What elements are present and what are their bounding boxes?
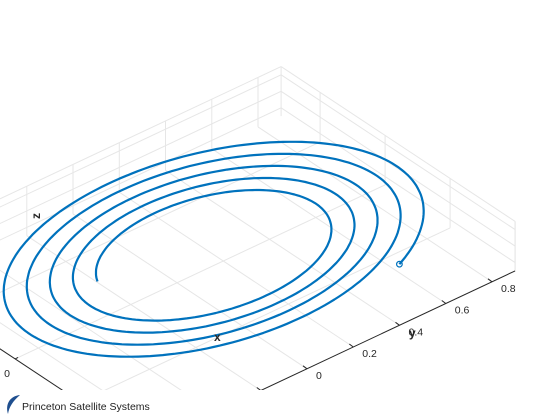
spiral-plot: -0.500.51-0.6-0.4-0.200.20.40.60.8-0.100…: [0, 66, 516, 390]
y-axis-label: y: [409, 326, 416, 340]
grid-line: [0, 322, 103, 390]
x-tick-mark: [14, 356, 19, 360]
grid-line: [280, 107, 516, 264]
grid-line: [0, 269, 182, 390]
y-tick-label: 0.2: [362, 348, 377, 360]
grid-line: [0, 107, 282, 241]
spiral-layer: [2, 140, 425, 358]
spiral-trajectory: [2, 140, 425, 358]
y-tick-mark: [256, 387, 261, 390]
tick-labels: -0.500.51-0.6-0.4-0.200.20.40.60.8-0.100…: [4, 283, 516, 382]
grid-line: [260, 270, 516, 390]
grid-line: [211, 148, 447, 304]
grid-line: [119, 191, 354, 348]
y-tick-mark: [395, 321, 400, 326]
grid-line: [26, 235, 261, 390]
start-marker: [396, 260, 403, 268]
swoosh-icon: [7, 395, 20, 414]
x-axis-label: x: [214, 330, 221, 344]
grid-line: [280, 90, 516, 247]
box-edge: [280, 66, 516, 222]
company-logo: [7, 395, 20, 414]
axes-grid: [0, 66, 516, 390]
grid-line: [280, 74, 516, 231]
grid-line: [72, 213, 308, 370]
x-tick-label: 0: [4, 368, 10, 380]
y-axis-line: [260, 270, 516, 390]
x-axis-line: [0, 348, 64, 390]
grid-line: [0, 90, 282, 225]
y-tick-mark: [302, 365, 308, 370]
y-tick-mark: [487, 278, 493, 283]
box-edge: [0, 66, 282, 200]
y-tick-mark: [441, 300, 447, 304]
grid-line: [14, 184, 386, 360]
y-tick-mark: [348, 343, 354, 348]
grid-line: [0, 74, 282, 208]
grid-line: [165, 169, 400, 326]
y-tick-label: 0: [316, 370, 322, 382]
grid-line: [0, 141, 321, 293]
y-tick-label: 0.4: [409, 326, 424, 338]
y-tick-label: 0.8: [501, 283, 516, 295]
company-name: Princeton Satellite Systems: [22, 401, 150, 413]
z-axis-label: z: [29, 213, 43, 219]
grid-line: [104, 227, 451, 390]
y-tick-label: 0.6: [455, 305, 470, 317]
